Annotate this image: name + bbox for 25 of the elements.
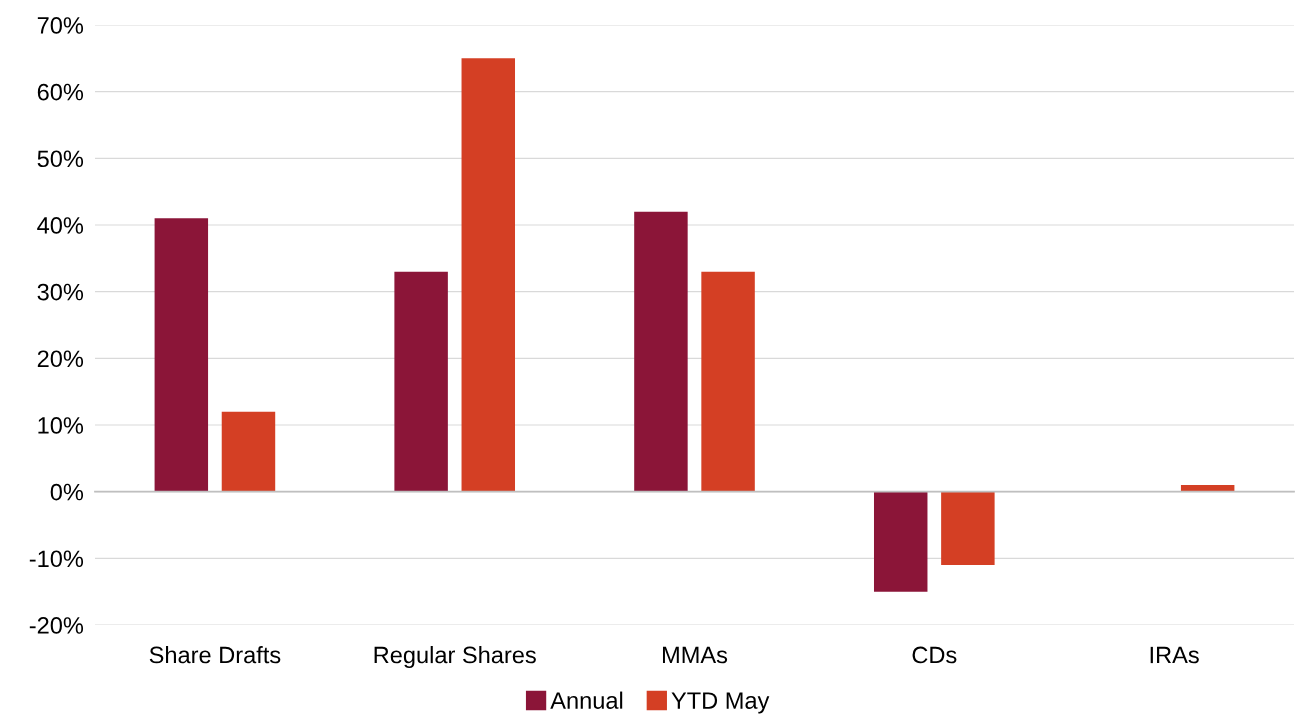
x-tick-label: Regular Shares	[374, 646, 536, 669]
bar	[634, 211, 688, 492]
bar	[221, 411, 276, 492]
y-tick-label: 60%	[37, 83, 84, 101]
y-tick-label: -10%	[29, 550, 84, 568]
y-tick-label: 20%	[37, 350, 84, 368]
bar	[461, 58, 516, 492]
bar	[394, 271, 448, 492]
x-tick-label: IRAs	[1150, 646, 1199, 664]
bar	[154, 218, 209, 492]
y-tick-label: 0%	[50, 483, 84, 501]
legend-label: Annual	[550, 691, 623, 709]
bar	[873, 491, 928, 592]
x-tick-label: Share Drafts	[149, 646, 281, 664]
y-tick-label: 50%	[37, 150, 84, 168]
y-tick-label: 30%	[37, 283, 84, 301]
y-tick-label: -20%	[29, 617, 84, 634]
x-tick-label: MMAs	[662, 646, 728, 664]
y-tick-label: 40%	[37, 217, 84, 234]
bar	[701, 271, 755, 492]
y-tick-label: 70%	[37, 17, 84, 34]
bar	[941, 491, 995, 565]
y-tick-label: 10%	[38, 417, 84, 434]
legend-label: YTD May	[671, 692, 770, 714]
x-tick-label: CDs	[912, 646, 957, 664]
